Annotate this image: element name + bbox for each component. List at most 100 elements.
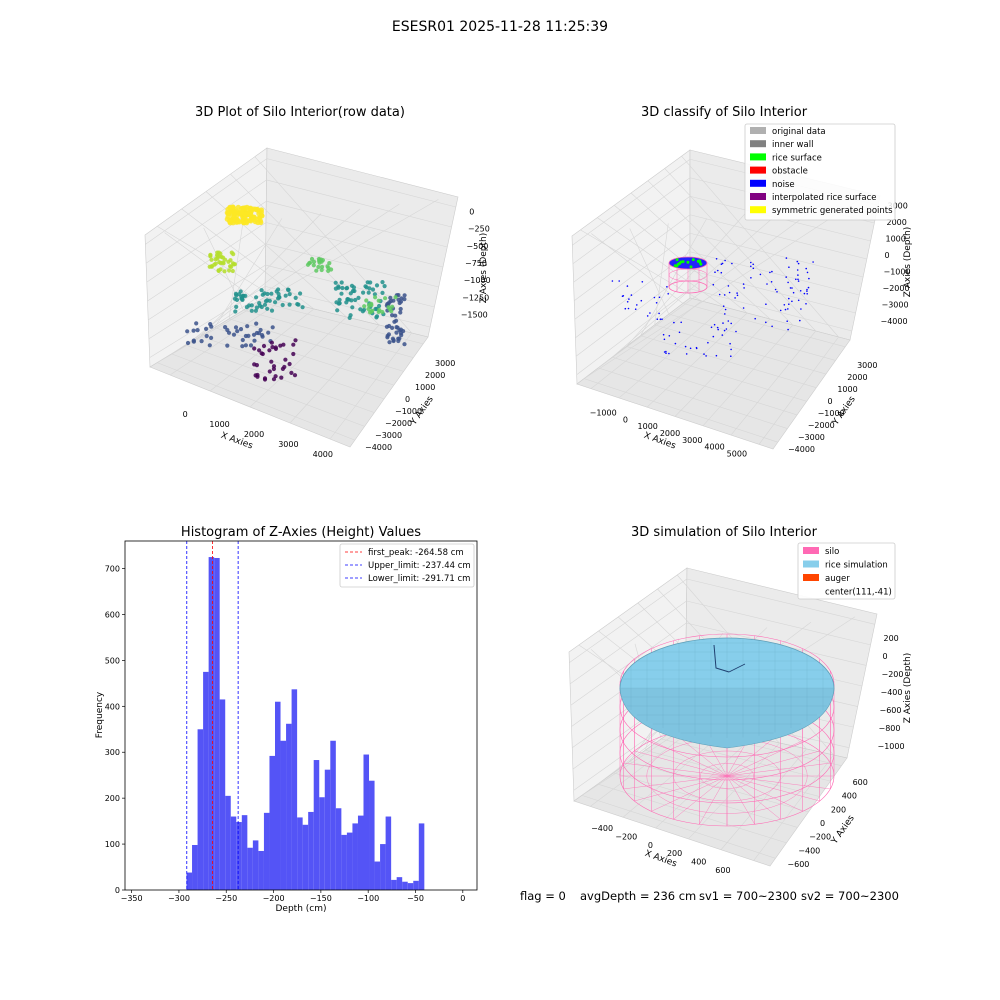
classify-x-tick-label: 2000	[660, 429, 680, 438]
raw-data-point	[364, 298, 369, 303]
raw-data-point	[270, 345, 275, 350]
histogram-bar	[413, 880, 419, 890]
noise-point	[666, 286, 668, 288]
raw-data-point	[252, 362, 257, 367]
raw-data-point	[385, 333, 390, 338]
classify-legend-swatch	[750, 179, 766, 187]
histogram-y-tick-label: 500	[105, 656, 120, 665]
raw-data-point	[185, 340, 191, 346]
noise-point	[752, 263, 754, 266]
raw-data-point	[257, 301, 262, 306]
noise-point	[646, 315, 649, 317]
histogram-legend-label: first_peak: -264.58 cm	[368, 548, 464, 558]
noise-point	[695, 346, 698, 349]
raw-data-point	[233, 309, 238, 314]
noise-point	[628, 298, 630, 300]
histogram-legend: first_peak: -264.58 cm Upper_limit: -237.…	[339, 543, 475, 588]
noise-point	[634, 308, 637, 311]
raw-data-point	[360, 309, 365, 314]
raw-data-point	[220, 260, 225, 265]
noise-point	[750, 277, 752, 279]
raw-data-point	[372, 292, 377, 297]
noise-point	[659, 318, 662, 321]
noise-point	[800, 308, 802, 310]
raw-data-point	[265, 306, 270, 311]
raw-data-point	[394, 318, 399, 323]
raw-data-point	[296, 302, 301, 307]
raw-data-point	[356, 295, 361, 300]
raw-y-tick-label: −3000	[375, 431, 402, 440]
raw-data-point	[361, 290, 366, 295]
noise-point	[715, 354, 718, 357]
histogram-bar	[258, 850, 264, 890]
raw-data-point	[380, 280, 385, 285]
histogram-bar	[252, 840, 259, 890]
noise-point	[611, 280, 614, 282]
noise-point	[735, 330, 737, 333]
classify-y-tick-label: 1000	[837, 385, 857, 394]
raw-data-point	[398, 306, 403, 312]
histogram-legend-label: Lower_limit: -291.71 cm	[368, 574, 470, 584]
raw-data-point	[204, 326, 209, 331]
histogram-y-tick-label: 100	[105, 840, 120, 849]
raw-data-point	[232, 262, 237, 267]
histogram-x-tick-label: −250	[215, 894, 237, 903]
raw-plot-title: 3D Plot of Silo Interior(row data)	[195, 105, 405, 120]
histogram-frame	[124, 540, 478, 891]
histogram-bar	[302, 824, 309, 890]
raw-data-point	[386, 305, 391, 310]
noise-point	[806, 288, 808, 291]
rice-surface-point	[689, 265, 693, 269]
raw-data-point	[391, 338, 396, 344]
noise-point	[624, 307, 627, 310]
classify-z-tick-label: 1000	[886, 234, 906, 243]
noise-point	[787, 308, 789, 310]
simulation-x-tick-label: 600	[715, 866, 730, 875]
raw-data-point	[234, 297, 240, 302]
noise-point	[716, 326, 719, 329]
histogram-x-axis-label: Depth (cm)	[275, 904, 326, 914]
raw-data-point	[260, 292, 265, 297]
raw-data-point	[348, 313, 353, 318]
raw-data-point	[204, 333, 209, 339]
raw-data-point	[236, 211, 242, 217]
noise-point	[750, 261, 752, 264]
raw-data-point	[248, 343, 254, 348]
noise-point	[807, 286, 810, 289]
rice-surface-point	[698, 260, 702, 264]
classify-z-tick-label: −3000	[882, 300, 909, 309]
raw-x-tick-label: 2000	[244, 430, 264, 439]
noise-point	[769, 271, 771, 274]
raw-data-point	[269, 308, 275, 313]
classify-z-tick-label: 0	[885, 251, 890, 260]
histogram-bar	[418, 823, 425, 890]
simulation-y-axis-label: Y Axies	[829, 813, 857, 846]
raw-data-point	[252, 338, 257, 343]
raw-data-point	[289, 370, 294, 375]
noise-point	[656, 318, 659, 321]
raw-data-point	[251, 216, 257, 223]
raw-data-point	[253, 308, 258, 313]
raw-data-point	[260, 333, 265, 338]
raw-data-point	[269, 291, 274, 296]
raw-data-point	[336, 284, 341, 289]
raw-data-point	[339, 280, 344, 285]
raw-data-point	[214, 253, 220, 258]
raw-data-point	[402, 342, 407, 347]
raw-data-point	[239, 296, 244, 301]
simulation-y-tick-label: −200	[809, 833, 831, 842]
noise-point	[787, 328, 789, 331]
raw-data-point	[309, 256, 315, 262]
noise-point	[728, 291, 731, 294]
noise-point	[806, 290, 808, 292]
noise-point	[734, 297, 736, 299]
noise-point	[721, 262, 724, 265]
raw-data-point	[223, 257, 228, 262]
raw-data-point	[208, 322, 213, 327]
classify-legend-swatch	[750, 166, 766, 174]
classify-legend-label: noise	[772, 180, 795, 190]
histogram-y-tick-label: 600	[105, 610, 120, 619]
classify-legend-label: inner wall	[772, 140, 813, 150]
noise-point	[797, 299, 800, 302]
raw-data-point	[326, 265, 331, 271]
